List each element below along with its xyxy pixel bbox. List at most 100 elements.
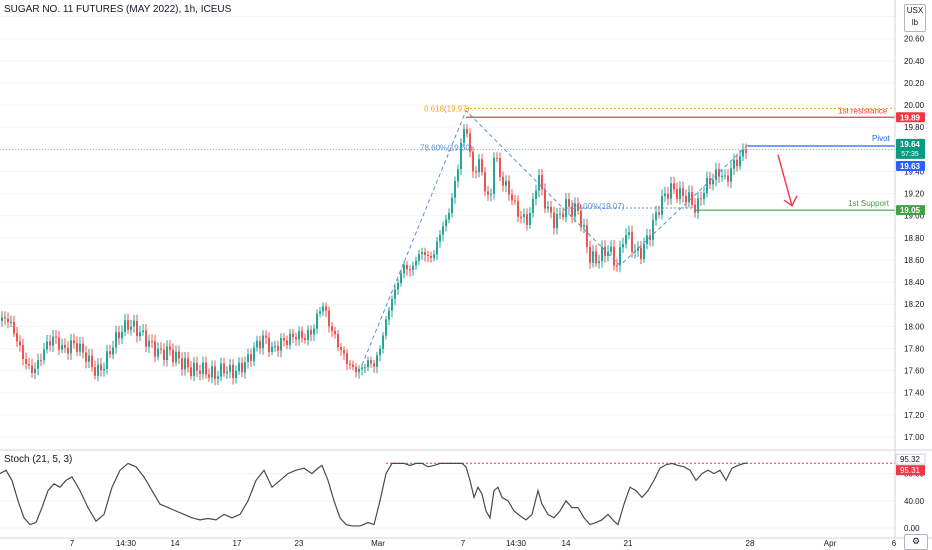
candle-body [229,364,231,372]
candle-body [376,355,378,367]
candle-body [208,374,210,378]
candle-body [733,159,735,169]
candle-body [460,142,462,170]
candle-body [622,244,624,248]
candle-body [43,349,45,361]
candle-body [22,345,24,360]
candle-body [10,322,12,324]
time-tick-label: Mar [371,539,385,548]
candle-body [154,341,156,357]
candle-body [487,191,489,195]
stoch-k-line [0,462,749,527]
candle-body [253,347,255,362]
candle-body [745,149,747,153]
candle-body [646,235,648,245]
candle-body [655,212,657,221]
candle-body [703,193,705,200]
candle-body [223,363,225,374]
candle-body [97,364,99,376]
candle-body [238,362,240,372]
current-price-tag: 19.64 [900,140,921,149]
candle-body [268,337,270,352]
candle-body [220,363,222,377]
candle-body [94,367,96,376]
candle-body [439,234,441,242]
candle-body [397,283,399,290]
candle-body [661,196,663,215]
settings-icon[interactable]: ⚙ [904,534,928,550]
candle-body [319,311,321,314]
candle-body [553,212,555,229]
candle-body [46,341,48,350]
candle-body [61,344,63,350]
candle-body [742,149,744,157]
candle-body [436,241,438,255]
price-tick-label: 17.00 [904,433,925,442]
candle-body [286,340,288,346]
candle-body [613,246,615,266]
candle-body [388,310,390,320]
candle-body [691,192,693,205]
candle-body [367,360,369,368]
price-tick-label: 20.60 [904,35,925,44]
time-tick-label: 14 [562,539,571,548]
resistance-tag: 19.89 [900,113,921,122]
unit-line-1: USX [906,6,924,15]
candle-body [418,254,420,261]
candle-body [658,212,660,215]
current-tag-bg [896,138,925,159]
candle-body [79,343,81,352]
candle-body [421,252,423,255]
unit-selector[interactable]: USX lb [904,4,926,32]
grid [0,16,895,529]
candle-body [334,330,336,335]
time-tick-label: 17 [233,539,242,548]
candle-body [265,335,267,338]
candle-body [187,358,189,368]
candle-body [463,129,465,143]
candle-body [322,306,324,312]
candle-body [532,198,534,213]
stoch-d-tag-bg [896,465,925,476]
price-tick-label: 18.20 [904,300,925,309]
candle-body [652,220,654,240]
candle-body [295,337,297,340]
candle-body [199,370,201,374]
candle-body [736,159,738,167]
candle-body [145,330,147,347]
candle-body [520,216,522,218]
candle-body [643,244,645,260]
candle-body [214,366,216,379]
fib-overlay: 0.618(19.97) 78.60%(19.60) 50.00%(19.07) [0,104,895,366]
candle-body [142,330,144,333]
candle-body [568,199,570,207]
candle-body [226,371,228,374]
candle-body [670,183,672,199]
candle-body [169,346,171,350]
support-label: 1st Support [848,199,890,208]
candle-body [178,351,180,359]
candle-body [478,159,480,173]
candle-body [211,366,213,378]
candle-body [88,355,90,362]
candle-body [181,358,183,370]
candle-body [64,344,66,348]
candle-body [559,213,561,215]
candle-body [469,133,471,152]
candle-body [73,340,75,344]
candle-body [610,246,612,252]
candle-body [115,332,117,348]
candle-body [430,255,432,258]
candle-body [4,317,6,319]
candle-body [490,193,492,195]
candle-body [298,331,300,340]
candle-body [193,362,195,377]
candle-body [271,346,273,352]
candle-body [721,176,723,178]
candle-body [343,349,345,354]
candle-body [385,319,387,336]
candle-body [256,340,258,348]
price-tick-label: 19.00 [904,212,925,221]
candle-body [91,355,93,368]
